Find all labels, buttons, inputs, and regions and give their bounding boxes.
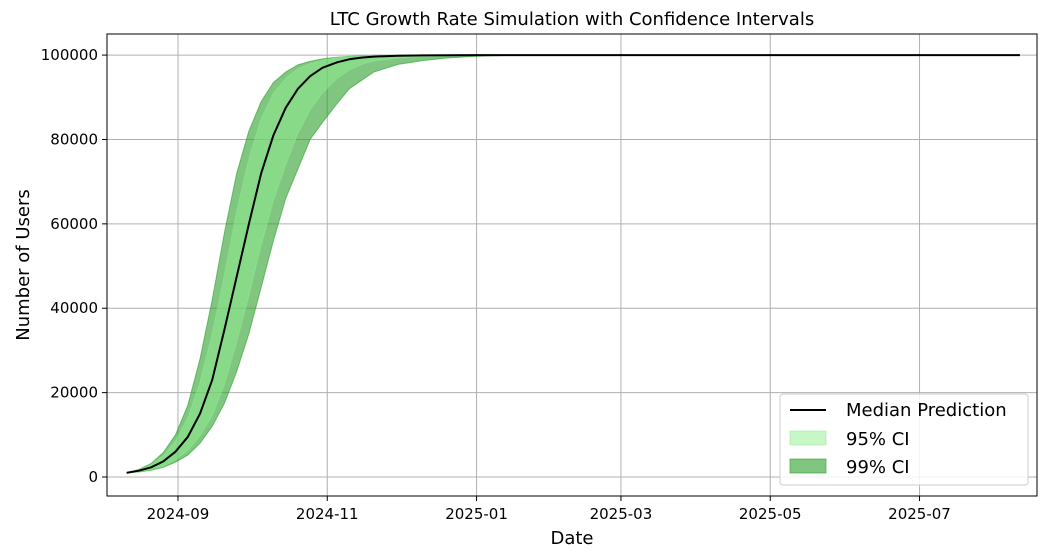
x-tick-label: 2025-03 xyxy=(590,505,653,523)
x-tick-label: 2024-11 xyxy=(296,505,359,523)
x-axis-title: Date xyxy=(550,528,593,549)
chart-title: LTC Growth Rate Simulation with Confiden… xyxy=(330,9,814,30)
ci95-band-layer xyxy=(126,54,1020,474)
legend-median-label: Median Prediction xyxy=(846,400,1007,421)
legend-box xyxy=(779,393,1029,486)
x-tick-label: 2024-09 xyxy=(147,505,210,523)
y-axis-title: Number of Users xyxy=(13,189,34,341)
legend-ci99-swatch xyxy=(789,458,827,474)
legend-ci99-label: 99% CI xyxy=(846,457,910,478)
y-ticks: 0 20000 40000 60000 80000 100000 xyxy=(41,46,107,486)
ci95-band xyxy=(126,54,1020,474)
y-tick-label: 0 xyxy=(88,468,98,486)
y-tick-label: 20000 xyxy=(50,384,98,402)
ci99-band xyxy=(126,54,1020,474)
y-tick-label: 80000 xyxy=(50,130,98,148)
ci99-band-layer xyxy=(126,54,1020,474)
x-tick-label: 2025-01 xyxy=(445,505,508,523)
median-line xyxy=(126,54,1020,474)
y-tick-label: 100000 xyxy=(41,46,98,64)
x-tick-label: 2025-07 xyxy=(888,505,951,523)
x-ticks: 2024-09 2024-11 2025-01 2025-03 2025-05 2025-… xyxy=(147,496,951,523)
plot-frame xyxy=(106,33,1038,497)
y-tick-label: 40000 xyxy=(50,299,98,317)
x-tick-label: 2025-05 xyxy=(739,505,802,523)
median-line-layer xyxy=(126,54,1020,474)
legend-ci95-swatch xyxy=(789,430,827,446)
y-tick-label: 60000 xyxy=(50,215,98,233)
legend: Median Prediction 95% CI 99% CI xyxy=(779,393,1029,486)
legend-ci95-label: 95% CI xyxy=(846,429,910,450)
